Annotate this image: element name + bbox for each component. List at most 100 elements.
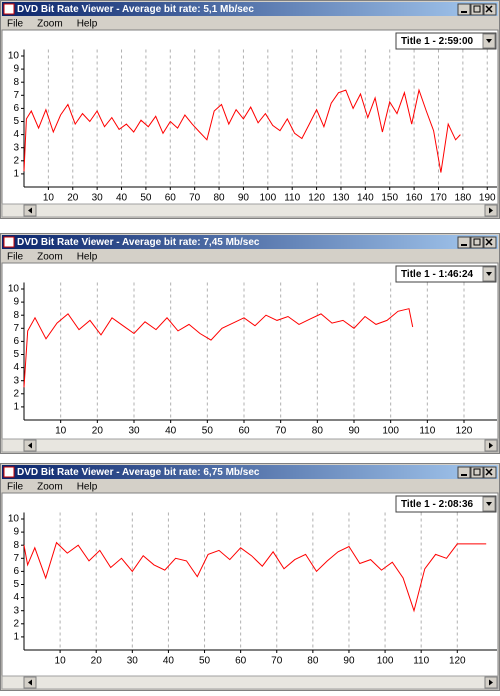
x-tick-label: 120	[449, 656, 466, 667]
window-title: DVD Bit Rate Viewer - Average bit rate: …	[17, 4, 254, 15]
x-tick-label: 20	[67, 193, 79, 204]
max-glyph	[473, 5, 481, 13]
menu-item[interactable]: File	[7, 19, 24, 30]
y-tick-label: 4	[13, 592, 19, 603]
x-tick-label: 120	[308, 193, 325, 204]
x-tick-label: 10	[43, 193, 55, 204]
dropdown-value: Title 1 - 2:59:00	[401, 36, 474, 47]
bitrate-line	[23, 88, 461, 173]
dropdown-value: Title 1 - 2:08:36	[401, 499, 474, 510]
menu-item[interactable]: File	[7, 252, 24, 263]
y-tick-label: 3	[13, 375, 19, 386]
x-tick-label: 170	[430, 193, 447, 204]
menu-item[interactable]: File	[7, 482, 24, 493]
x-tick-label: 50	[202, 426, 214, 437]
title-bar	[2, 465, 498, 479]
menu-item[interactable]: Help	[77, 252, 98, 263]
x-tick-label: 10	[55, 426, 67, 437]
scroll-right-arrow	[489, 207, 493, 214]
x-tick-label: 30	[128, 426, 140, 437]
y-tick-label: 8	[13, 77, 19, 88]
y-tick-label: 5	[13, 349, 19, 360]
minimize-button[interactable]	[457, 236, 471, 249]
y-tick-label: 6	[13, 566, 19, 577]
app-icon	[3, 3, 15, 15]
y-tick-label: 6	[13, 336, 19, 347]
x-tick-label: 60	[165, 193, 177, 204]
y-tick-label: 8	[13, 540, 19, 551]
dropdown[interactable]	[395, 32, 497, 50]
scroll-left-arrow	[28, 679, 32, 686]
x-tick-label: 190	[479, 193, 496, 204]
x-tick-label: 100	[377, 656, 394, 667]
title-bar	[2, 2, 498, 16]
x-tick-label: 120	[456, 426, 473, 437]
maximize-button[interactable]	[470, 466, 484, 479]
max-glyph	[473, 468, 481, 476]
close-glyph	[485, 238, 493, 246]
dropdown[interactable]	[395, 495, 497, 513]
y-tick-label: 10	[8, 284, 20, 295]
x-tick-label: 160	[406, 193, 423, 204]
x-tick-label: 100	[259, 193, 276, 204]
y-tick-label: 2	[13, 155, 19, 166]
dropdown[interactable]	[395, 265, 497, 283]
x-tick-label: 90	[343, 656, 355, 667]
x-tick-label: 50	[199, 656, 211, 667]
x-tick-label: 80	[312, 426, 324, 437]
scrollbar	[1, 675, 499, 690]
y-tick-label: 9	[13, 64, 19, 75]
close-glyph	[485, 468, 493, 476]
y-tick-label: 7	[13, 553, 19, 564]
y-tick-label: 6	[13, 103, 19, 114]
x-tick-label: 130	[333, 193, 350, 204]
x-tick-label: 30	[92, 193, 104, 204]
y-tick-label: 3	[13, 142, 19, 153]
y-tick-label: 4	[13, 129, 19, 140]
x-tick-label: 50	[140, 193, 152, 204]
x-tick-label: 70	[189, 193, 201, 204]
y-tick-label: 1	[13, 402, 19, 413]
window-title: DVD Bit Rate Viewer - Average bit rate: …	[17, 237, 260, 248]
menu-item[interactable]: Zoom	[37, 252, 63, 263]
scroll-right-arrow	[489, 442, 493, 449]
bitrate-line	[23, 541, 487, 613]
dropdown-arrow	[486, 39, 492, 43]
menu-item[interactable]: Zoom	[37, 19, 63, 30]
x-tick-label: 60	[235, 656, 247, 667]
menu-item[interactable]: Zoom	[37, 482, 63, 493]
x-tick-label: 100	[382, 426, 399, 437]
plot-background	[1, 29, 499, 205]
y-tick-label: 2	[13, 618, 19, 629]
dropdown-arrow	[486, 272, 492, 276]
y-tick-label: 10	[8, 51, 20, 62]
app-icon	[3, 236, 15, 248]
y-tick-label: 5	[13, 116, 19, 127]
menu-item[interactable]: Help	[77, 482, 98, 493]
window-title: DVD Bit Rate Viewer - Average bit rate: …	[17, 467, 260, 478]
scroll-left-arrow	[28, 442, 32, 449]
x-tick-label: 20	[91, 656, 103, 667]
y-tick-label: 2	[13, 388, 19, 399]
maximize-button[interactable]	[470, 236, 484, 249]
x-tick-label: 60	[238, 426, 250, 437]
app-icon	[3, 466, 15, 478]
minimize-button[interactable]	[457, 466, 471, 479]
title-bar	[2, 235, 498, 249]
y-tick-label: 7	[13, 323, 19, 334]
maximize-button[interactable]	[470, 3, 484, 16]
x-tick-label: 10	[55, 656, 67, 667]
x-tick-label: 70	[275, 426, 287, 437]
scrollbar	[1, 438, 499, 453]
minimize-button[interactable]	[457, 3, 471, 16]
y-tick-label: 3	[13, 605, 19, 616]
scroll-right-arrow	[489, 679, 493, 686]
plot-background	[1, 262, 499, 440]
y-tick-label: 1	[13, 169, 19, 180]
menu-item[interactable]: Help	[77, 19, 98, 30]
x-tick-label: 140	[357, 193, 374, 204]
x-tick-label: 110	[284, 193, 300, 204]
x-tick-label: 20	[92, 426, 104, 437]
y-tick-label: 5	[13, 579, 19, 590]
